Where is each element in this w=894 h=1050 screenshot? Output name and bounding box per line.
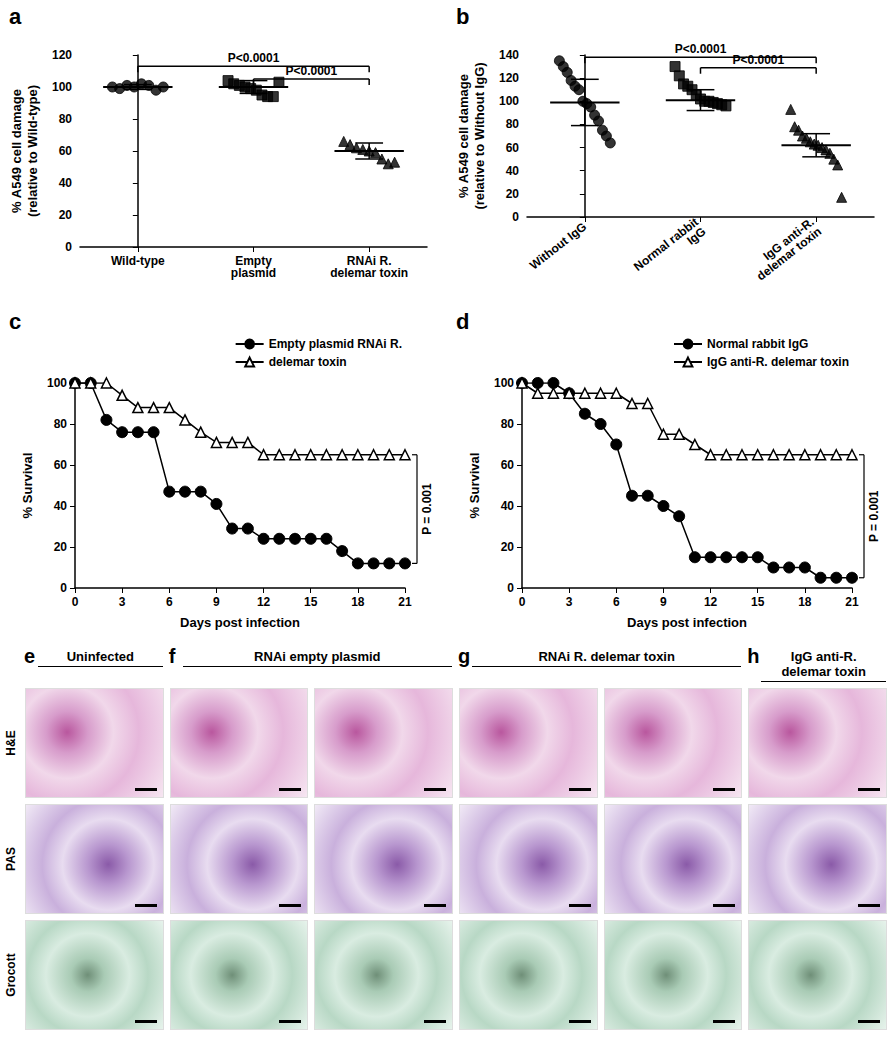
- svg-text:21: 21: [845, 595, 859, 609]
- svg-text:P<0.0001: P<0.0001: [285, 64, 337, 78]
- svg-text:Empty plasmid RNAi R.: Empty plasmid RNAi R.: [269, 337, 402, 351]
- svg-text:% A549 cell damage: % A549 cell damage: [456, 74, 471, 198]
- svg-text:120: 120: [499, 71, 519, 85]
- svg-text:120: 120: [52, 48, 72, 62]
- svg-text:40: 40: [501, 499, 515, 513]
- svg-text:20: 20: [54, 540, 68, 554]
- svg-text:15: 15: [304, 595, 318, 609]
- html-text:PAS: PAS: [4, 847, 18, 871]
- svg-text:18: 18: [351, 595, 365, 609]
- svg-text:0: 0: [60, 581, 67, 595]
- svg-text:RNAi R.: RNAi R.: [346, 254, 392, 268]
- svg-text:0: 0: [507, 581, 514, 595]
- svg-text:0: 0: [65, 240, 72, 254]
- svg-text:60: 60: [59, 144, 73, 158]
- svg-text:delemar toxin: delemar toxin: [269, 355, 347, 369]
- svg-text:20: 20: [501, 540, 515, 554]
- svg-text:60: 60: [54, 458, 68, 472]
- svg-text:Without IgG: Without IgG: [527, 219, 589, 272]
- html-text:Uninfected: Uninfected: [66, 649, 134, 664]
- svg-text:6: 6: [166, 595, 173, 609]
- svg-text:d: d: [456, 309, 469, 334]
- svg-text:9: 9: [660, 595, 667, 609]
- html-text:H&E: H&E: [4, 730, 18, 756]
- svg-text:Normal rabbit IgG: Normal rabbit IgG: [707, 337, 808, 351]
- html-text:RNAi R. delemar toxin: RNAi R. delemar toxin: [538, 649, 675, 664]
- html-text:h: h: [747, 645, 760, 667]
- html-text:RNAi empty plasmid: RNAi empty plasmid: [254, 649, 381, 664]
- svg-text:0: 0: [519, 595, 526, 609]
- svg-text:80: 80: [501, 417, 515, 431]
- svg-text:b: b: [456, 4, 469, 29]
- svg-text:80: 80: [506, 117, 520, 131]
- svg-text:6: 6: [613, 595, 620, 609]
- svg-text:0: 0: [512, 210, 519, 224]
- svg-text:40: 40: [506, 164, 520, 178]
- svg-text:80: 80: [59, 112, 73, 126]
- html-text:e: e: [24, 645, 36, 667]
- svg-text:Wild-type: Wild-type: [111, 254, 165, 268]
- svg-text:Normal rabbit: Normal rabbit: [631, 214, 702, 274]
- svg-text:P<0.0001: P<0.0001: [228, 51, 280, 65]
- svg-text:12: 12: [704, 595, 718, 609]
- svg-text:delemar toxin: delemar toxin: [754, 224, 824, 283]
- svg-text:plasmid: plasmid: [231, 266, 276, 280]
- svg-text:c: c: [9, 309, 21, 334]
- svg-text:IgG anti-R. delemar toxin: IgG anti-R. delemar toxin: [707, 355, 849, 369]
- svg-text:21: 21: [398, 595, 412, 609]
- html-text:g: g: [458, 645, 471, 667]
- svg-text:60: 60: [506, 141, 520, 155]
- svg-text:100: 100: [494, 376, 514, 390]
- html-text:IgG anti-R. delemar toxin: IgG anti-R. delemar toxin: [781, 649, 866, 679]
- svg-text:9: 9: [213, 595, 220, 609]
- svg-text:3: 3: [566, 595, 573, 609]
- svg-text:60: 60: [501, 458, 515, 472]
- svg-text:P<0.0001: P<0.0001: [732, 53, 784, 67]
- svg-text:P = 0.001: P = 0.001: [420, 483, 434, 535]
- svg-text:IgG: IgG: [684, 224, 708, 247]
- svg-text:100: 100: [52, 80, 72, 94]
- svg-text:100: 100: [47, 376, 67, 390]
- svg-text:(relative to Wild-type): (relative to Wild-type): [25, 85, 40, 217]
- svg-text:(relative to Without IgG): (relative to Without IgG): [472, 62, 487, 209]
- html-text:f: f: [168, 645, 176, 667]
- svg-text:Days post infection: Days post infection: [627, 615, 747, 630]
- svg-text:40: 40: [59, 176, 73, 190]
- svg-text:P<0.0001: P<0.0001: [675, 42, 727, 56]
- svg-text:Empty: Empty: [235, 254, 272, 268]
- html-text:Grocott: Grocott: [4, 953, 18, 997]
- svg-text:40: 40: [54, 499, 68, 513]
- svg-text:20: 20: [506, 187, 520, 201]
- svg-text:15: 15: [751, 595, 765, 609]
- svg-text:% Survival: % Survival: [20, 453, 35, 519]
- svg-text:80: 80: [54, 417, 68, 431]
- svg-text:3: 3: [119, 595, 126, 609]
- svg-text:P = 0.001: P = 0.001: [867, 490, 881, 542]
- svg-text:a: a: [9, 4, 22, 29]
- svg-text:100: 100: [499, 94, 519, 108]
- svg-text:18: 18: [798, 595, 812, 609]
- svg-text:20: 20: [59, 208, 73, 222]
- svg-text:Days post infection: Days post infection: [180, 615, 300, 630]
- svg-text:delemar toxin: delemar toxin: [330, 266, 408, 280]
- svg-text:% Survival: % Survival: [467, 453, 482, 519]
- svg-text:12: 12: [257, 595, 271, 609]
- svg-text:IgG anti-R.: IgG anti-R.: [760, 214, 817, 264]
- svg-text:% A549 cell damage: % A549 cell damage: [9, 89, 24, 213]
- svg-text:0: 0: [72, 595, 79, 609]
- svg-text:140: 140: [499, 48, 519, 62]
